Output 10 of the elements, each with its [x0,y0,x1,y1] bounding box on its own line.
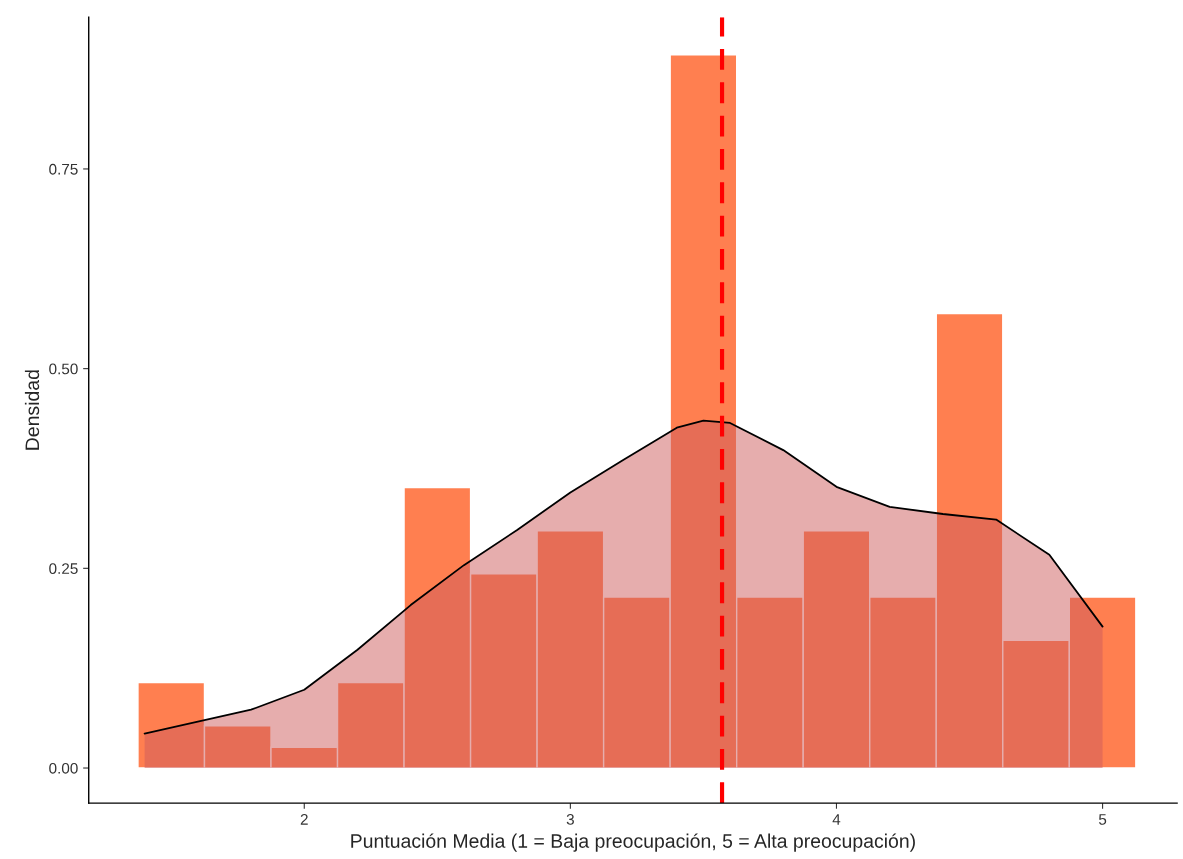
x-tick-label: 5 [1098,814,1107,825]
x-tick-label: 3 [566,813,574,825]
y-tick-label: 0.25 [49,563,78,575]
x-axis-title: Puntuación Media (1 = Baja preocupación, 5 = Alta preocupación) [351,833,915,852]
x-tick-label: 2 [300,813,308,825]
y-tick-label: 0.75 [49,163,78,175]
x-tick-label: 4 [832,814,841,825]
y-tick-label: 0.50 [49,363,78,375]
y-tick-label: 0.00 [49,762,78,774]
y-axis-title: Densidad [24,370,40,450]
